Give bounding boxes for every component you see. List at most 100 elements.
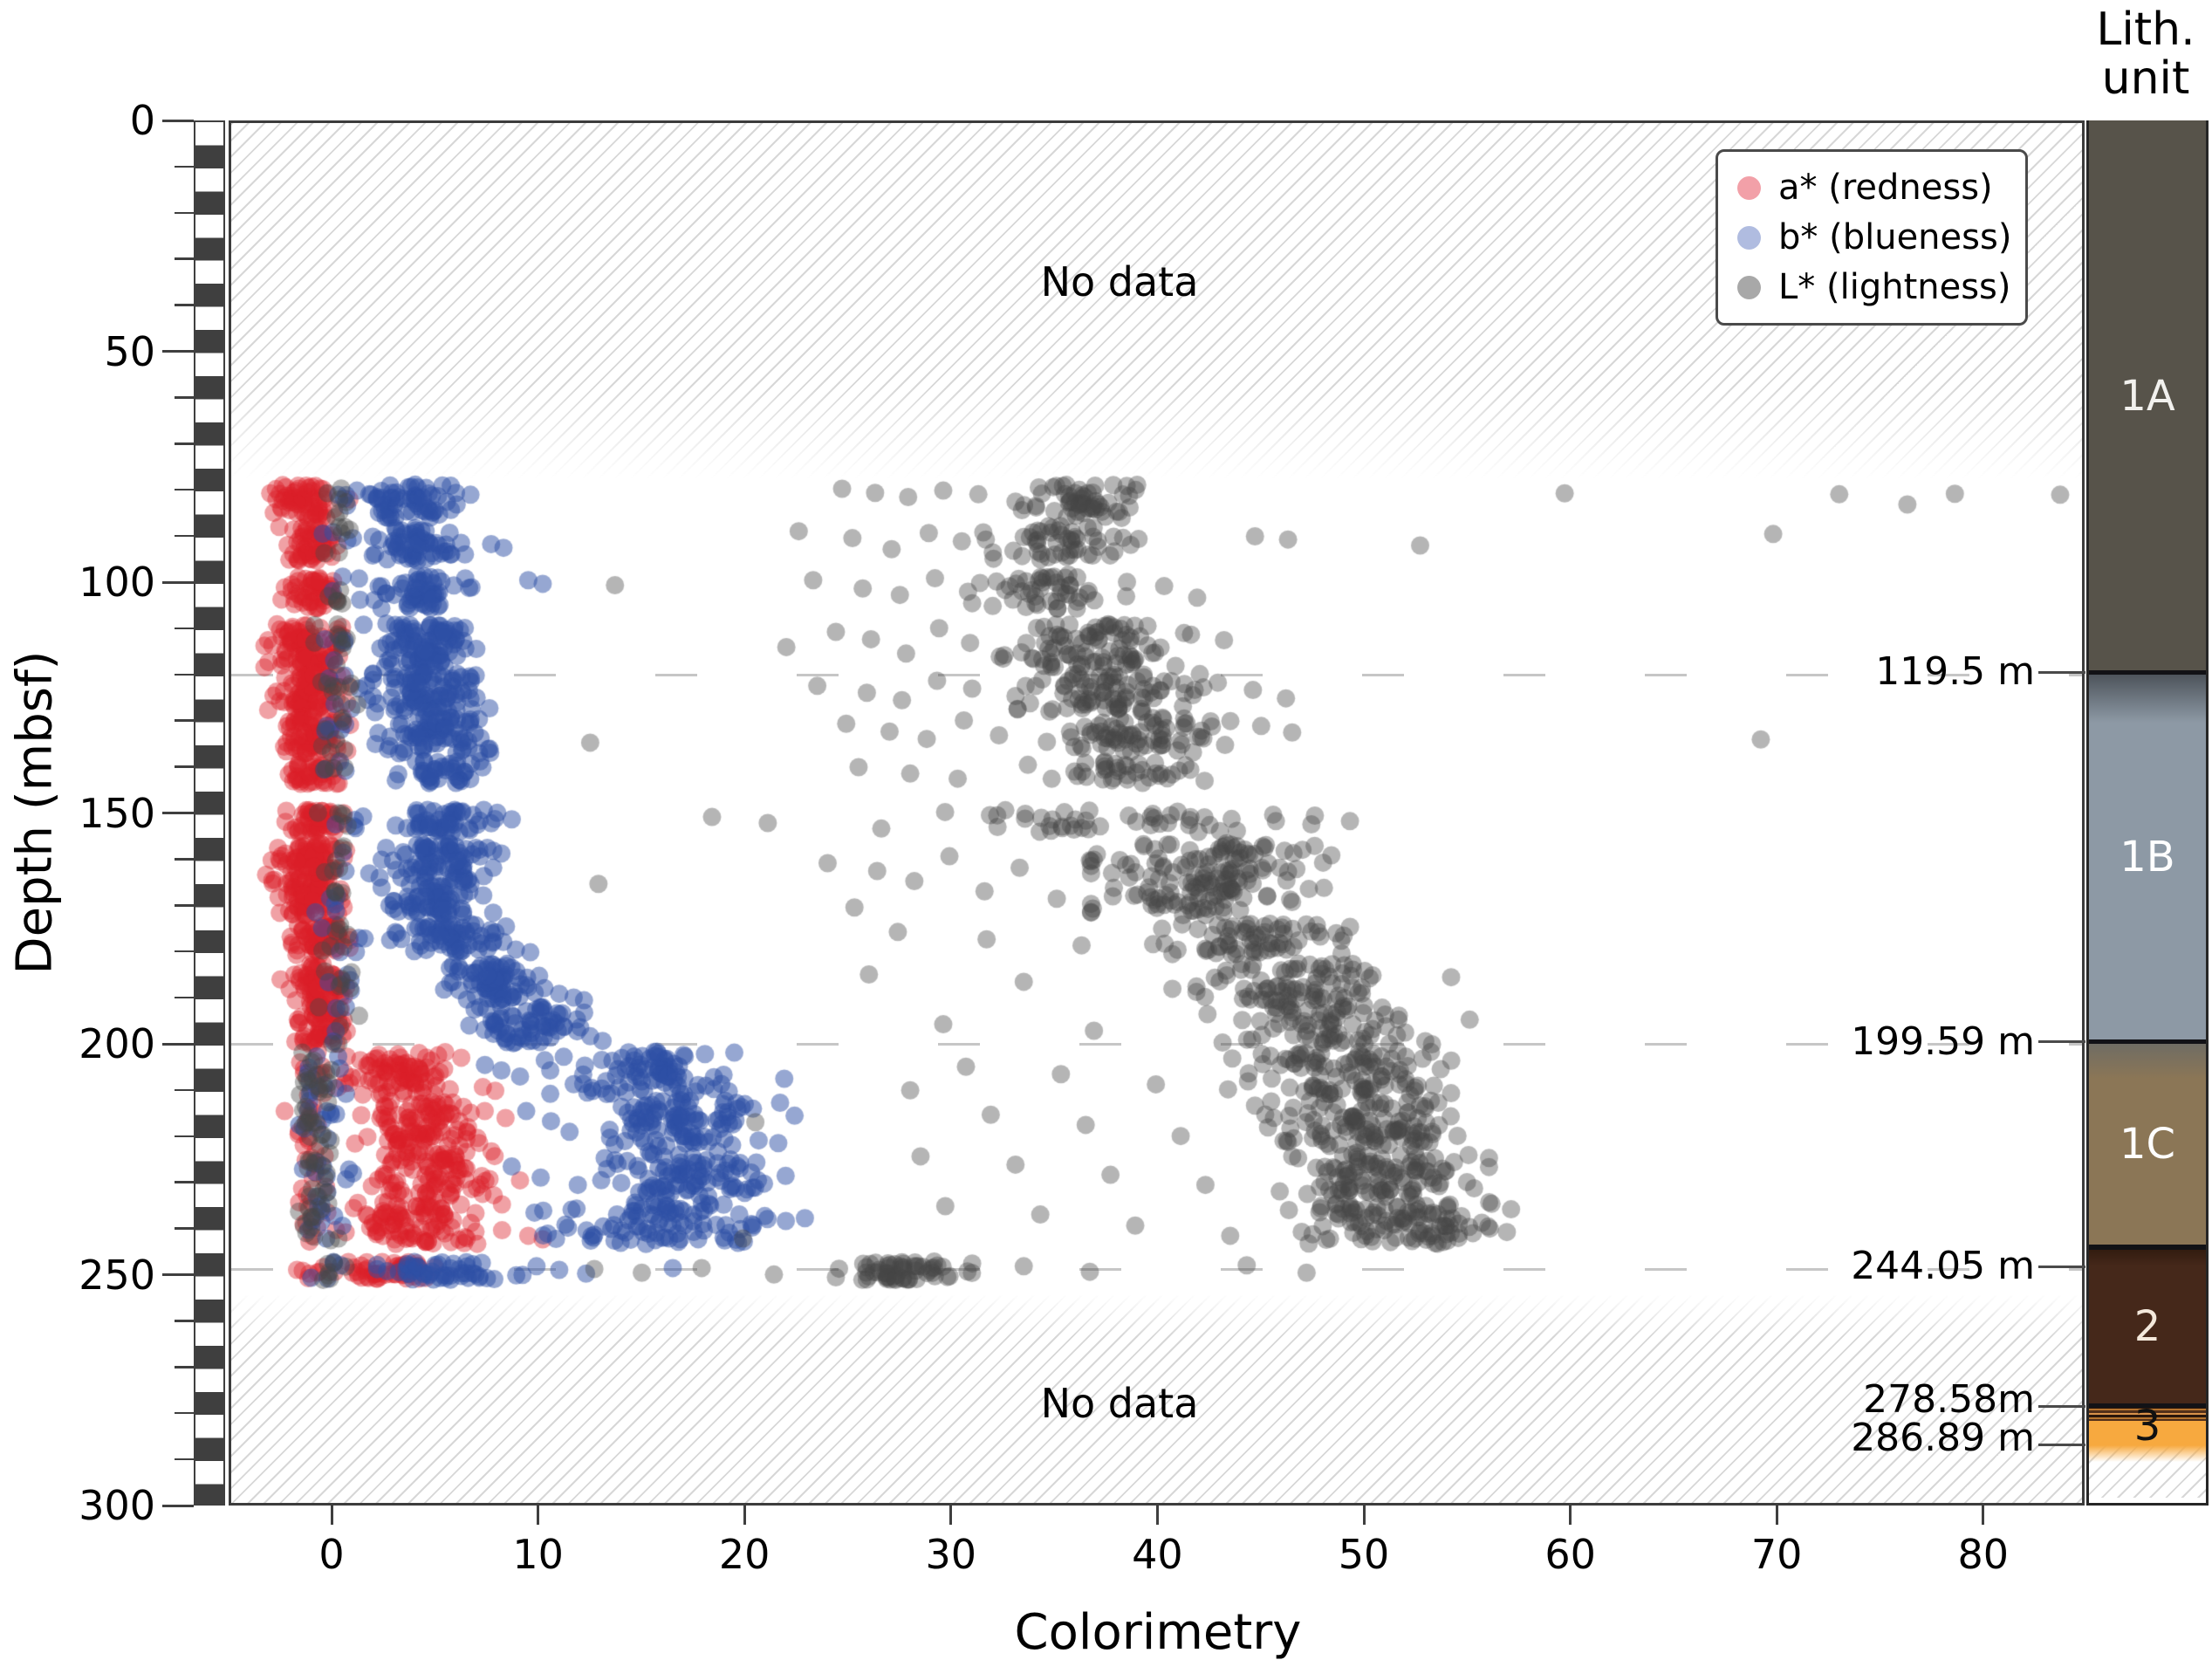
- y-major-tick-50: [162, 350, 194, 353]
- y-major-tick-300: [162, 1504, 194, 1507]
- a-star-marker-icon: [1737, 175, 1761, 200]
- boundary-label-199.59: 199.59 m: [1851, 1019, 2035, 1064]
- y-major-tick-100: [162, 580, 194, 584]
- y-minor-tick-220: [175, 1135, 194, 1138]
- lith-unit-3-block: [2089, 1421, 2206, 1445]
- legend-item-L: L* (lightness): [1718, 270, 2025, 305]
- y-minor-tick-190: [175, 996, 194, 999]
- boundary-line-286.89: [2038, 1444, 2085, 1447]
- x-tick-label-60: 60: [1544, 1531, 1596, 1578]
- y-tick-label-0: 0: [129, 97, 155, 144]
- x-tick-label-80: 80: [1957, 1531, 2010, 1578]
- x-axis-title: Colorimetry: [1014, 1604, 1302, 1660]
- lith-boundary-278.4: [2089, 1403, 2206, 1409]
- x-tick-label-0: 0: [318, 1531, 345, 1578]
- x-tick-label-20: 20: [718, 1531, 770, 1578]
- legend-label-a: a* (redness): [1778, 168, 1993, 208]
- y-minor-tick-70: [175, 442, 194, 445]
- y-tick-label-50: 50: [104, 327, 155, 375]
- y-minor-tick-90: [175, 534, 194, 538]
- lith-unit-header-line2: unit: [2101, 52, 2190, 105]
- x-tick-20: [743, 1506, 746, 1525]
- y-minor-tick-20: [175, 211, 194, 215]
- lith-boundary-119.5: [2089, 669, 2206, 675]
- lith-unit-1C-block: [2089, 1041, 2206, 1248]
- y-minor-tick-40: [175, 304, 194, 306]
- y-minor-tick-130: [175, 719, 194, 722]
- y-tick-label-100: 100: [79, 559, 155, 606]
- boundary-label-278.58: 278.58m: [1863, 1376, 2035, 1422]
- y-minor-tick-160: [175, 858, 194, 861]
- y-minor-tick-210: [175, 1088, 194, 1092]
- b-star-marker-icon: [1737, 225, 1761, 250]
- boundary-line-244.05: [2038, 1265, 2085, 1268]
- y-minor-tick-180: [175, 950, 194, 953]
- x-tick-10: [537, 1506, 540, 1525]
- x-tick-label-40: 40: [1132, 1531, 1183, 1578]
- y-minor-tick-290: [175, 1458, 194, 1461]
- y-major-tick-200: [162, 1042, 194, 1046]
- x-tick-60: [1569, 1506, 1572, 1525]
- plot-area: No data No data a* (redness) b* (bluenes…: [229, 120, 2085, 1506]
- scatter-canvas: [231, 123, 2082, 1503]
- x-tick-label-30: 30: [925, 1531, 977, 1578]
- lith-unit-3-fade: [2089, 1444, 2206, 1462]
- x-tick-label-70: 70: [1750, 1531, 1803, 1578]
- lith-unit-label-1C: 1C: [2119, 1120, 2176, 1170]
- lith-unit-1B-block: [2089, 672, 2206, 1042]
- y-minor-tick-30: [175, 257, 194, 260]
- y-tick-label-250: 250: [79, 1251, 155, 1299]
- y-tick-label-150: 150: [79, 789, 155, 837]
- y-major-tick-0: [162, 119, 194, 122]
- x-tick-70: [1775, 1506, 1778, 1525]
- x-tick-50: [1362, 1506, 1366, 1525]
- y-major-tick-150: [162, 812, 194, 814]
- boundary-label-244.05: 244.05 m: [1851, 1244, 2035, 1289]
- boundary-label-119.5: 119.5 m: [1875, 649, 2035, 695]
- x-tick-0: [330, 1506, 333, 1525]
- x-tick-40: [1155, 1506, 1159, 1525]
- y-minor-tick-280: [175, 1411, 194, 1415]
- lith-unit-1A-block: [2089, 120, 2206, 673]
- lithology-column: 1A 1B 1C 2 3: [2086, 120, 2209, 1506]
- no-data-label-bottom: No data: [1040, 1380, 1199, 1427]
- x-tick-label-50: 50: [1338, 1531, 1390, 1578]
- lith-unit-2-block: [2089, 1247, 2206, 1406]
- core-recovery-bar: [194, 120, 225, 1506]
- lith-unit-label-1B: 1B: [2120, 832, 2175, 881]
- lith-unit-label-3: 3: [2133, 1401, 2161, 1451]
- boundary-line-199.59: [2038, 1040, 2085, 1044]
- y-minor-tick-80: [175, 488, 194, 491]
- y-minor-tick-260: [175, 1320, 194, 1322]
- boundary-label-286.89: 286.89 m: [1851, 1415, 2035, 1460]
- lith-boundary-199.59: [2089, 1039, 2206, 1045]
- y-major-tick-250: [162, 1273, 194, 1276]
- lith-boundary-244.05: [2089, 1245, 2206, 1251]
- legend-item-a: a* (redness): [1718, 170, 2025, 205]
- legend-item-b: b* (blueness): [1718, 220, 2025, 255]
- x-tick-label-10: 10: [512, 1531, 564, 1578]
- x-tick-80: [1982, 1506, 1985, 1525]
- y-minor-tick-270: [175, 1366, 194, 1368]
- y-tick-label-200: 200: [79, 1020, 155, 1067]
- y-minor-tick-110: [175, 627, 194, 630]
- legend: a* (redness) b* (blueness) L* (lightness…: [1715, 149, 2028, 326]
- lith-unit-label-1A: 1A: [2120, 372, 2175, 422]
- lith-unit-laminated: [2089, 1405, 2206, 1422]
- y-minor-tick-60: [175, 396, 194, 399]
- boundary-line-119.5: [2038, 670, 2085, 674]
- l-star-marker-icon: [1737, 275, 1761, 299]
- y-tick-label-300: 300: [79, 1482, 155, 1529]
- no-data-label-top: No data: [1040, 258, 1199, 305]
- y-minor-tick-240: [175, 1227, 194, 1230]
- lith-unit-header-line1: Lith.: [2096, 3, 2195, 56]
- y-minor-tick-140: [175, 765, 194, 768]
- y-minor-tick-10: [175, 165, 194, 168]
- legend-label-b: b* (blueness): [1778, 217, 2012, 257]
- legend-label-L: L* (lightness): [1778, 267, 2011, 307]
- x-tick-30: [949, 1506, 953, 1525]
- y-minor-tick-170: [175, 904, 194, 907]
- y-minor-tick-120: [175, 673, 194, 676]
- lith-unit-label-2: 2: [2133, 1301, 2161, 1351]
